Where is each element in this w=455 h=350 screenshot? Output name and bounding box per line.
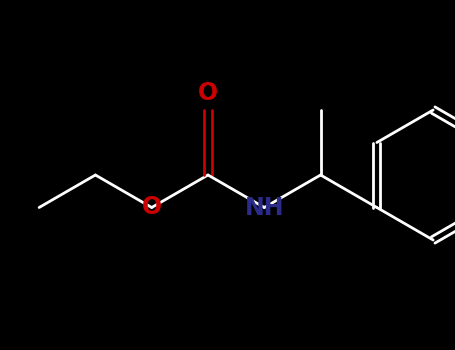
Text: NH: NH [244, 196, 284, 219]
Text: O: O [142, 196, 162, 219]
Text: O: O [198, 81, 218, 105]
